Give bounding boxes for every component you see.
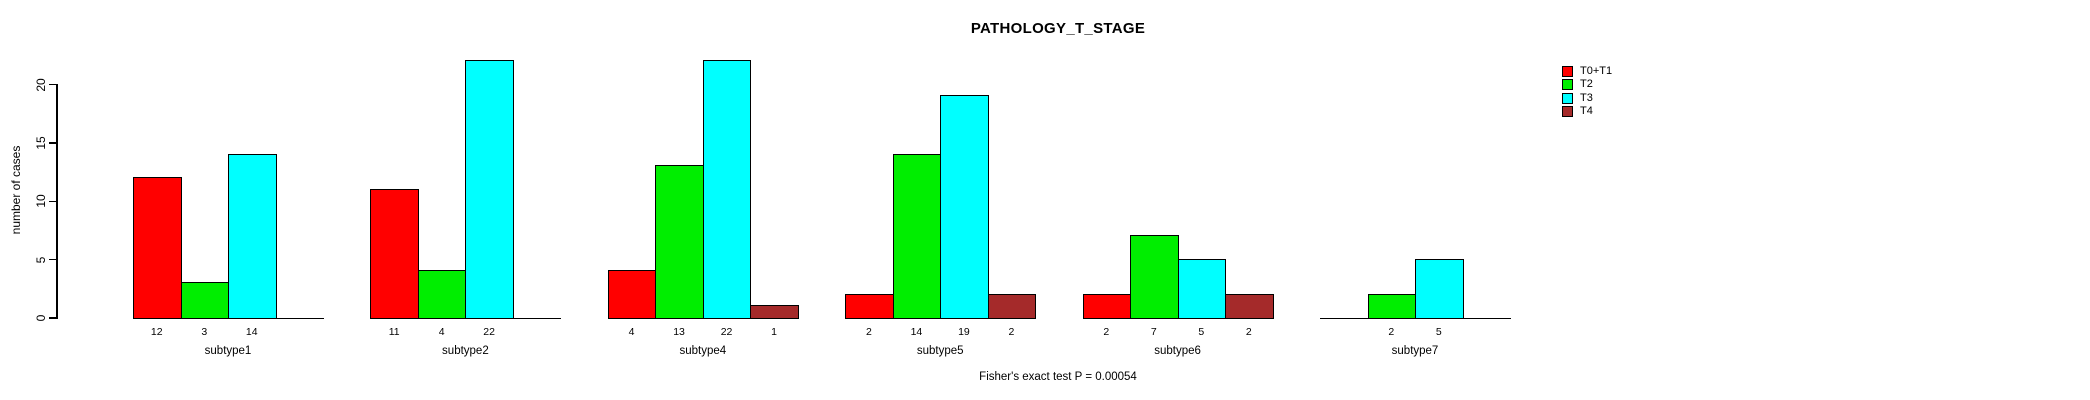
bar xyxy=(370,188,419,319)
y-tick-label: 20 xyxy=(34,78,48,92)
y-tick-label: 15 xyxy=(34,136,48,150)
legend-label: T4 xyxy=(1580,105,1593,118)
zero-bar-line xyxy=(1462,318,1511,319)
category-label: subtype4 xyxy=(679,345,727,357)
bar-value-label: 2 xyxy=(866,326,872,338)
legend-swatch-icon xyxy=(1562,66,1573,78)
y-tick-label: 0 xyxy=(34,314,48,322)
y-tick-mark xyxy=(49,200,57,203)
y-tick-label: 5 xyxy=(34,256,48,264)
bar-value-label: 4 xyxy=(438,326,445,338)
bar-value-label: 2 xyxy=(1245,326,1252,338)
legend-label: T2 xyxy=(1580,78,1593,91)
legend: T0+T1 T2 T3 T4 xyxy=(1562,65,1612,118)
bar xyxy=(655,165,704,319)
legend-item: T4 xyxy=(1562,105,1612,118)
bar-value-label: 13 xyxy=(673,326,685,338)
y-tick-mark xyxy=(49,83,57,86)
bar xyxy=(1177,258,1227,319)
bar xyxy=(1415,258,1464,319)
bar-value-label: 7 xyxy=(1150,326,1157,338)
bar-value-label: 2 xyxy=(1388,326,1395,338)
chart-title: PATHOLOGY_T_STAGE xyxy=(970,20,1146,37)
bar-value-label: 19 xyxy=(958,326,970,338)
zero-bar-line xyxy=(275,318,324,319)
bar xyxy=(1367,293,1416,319)
bar-value-label: 14 xyxy=(245,326,258,338)
bar xyxy=(750,305,799,319)
bar xyxy=(702,60,752,319)
caption-fishers-test: Fisher's exact test P = 0.00054 xyxy=(979,371,1137,383)
bar xyxy=(940,95,989,319)
bar-value-label: 22 xyxy=(720,326,733,338)
bar-value-label: 12 xyxy=(150,326,163,338)
legend-item: T0+T1 xyxy=(1562,65,1612,78)
bar xyxy=(892,153,942,319)
bar-value-label: 2 xyxy=(1008,326,1015,338)
zero-bar-line xyxy=(512,318,562,319)
bar xyxy=(180,282,229,319)
category-label: subtype5 xyxy=(916,345,964,357)
bar xyxy=(607,270,657,319)
bar xyxy=(845,293,894,319)
bar-value-label: 1 xyxy=(771,326,777,338)
y-tick-label: 10 xyxy=(34,194,48,209)
category-label: subtype2 xyxy=(442,345,489,357)
bar-value-label: 11 xyxy=(388,326,400,338)
bar xyxy=(417,270,467,319)
y-tick-mark xyxy=(49,258,57,261)
bar-value-label: 22 xyxy=(483,326,495,338)
bar xyxy=(465,60,514,319)
bar-value-label: 5 xyxy=(1198,326,1205,338)
bar xyxy=(228,153,277,319)
bar-value-label: 5 xyxy=(1435,326,1442,338)
category-label: subtype6 xyxy=(1154,345,1201,357)
legend-swatch-icon xyxy=(1562,79,1573,91)
bar-value-label: 4 xyxy=(628,326,635,338)
legend-label: T0+T1 xyxy=(1580,65,1613,78)
category-label: subtype1 xyxy=(204,345,252,357)
legend-item: T3 xyxy=(1562,92,1612,105)
zero-bar-line xyxy=(1320,318,1369,319)
y-tick-mark xyxy=(49,142,57,144)
y-axis-label: number of cases xyxy=(9,145,23,235)
category-label: subtype7 xyxy=(1391,345,1439,357)
legend-swatch-icon xyxy=(1562,92,1573,104)
bar xyxy=(987,293,1037,319)
bar xyxy=(1225,293,1274,319)
legend-label: T3 xyxy=(1580,91,1593,104)
legend-item: T2 xyxy=(1562,78,1612,91)
bar-value-label: 3 xyxy=(201,326,208,338)
y-tick-mark xyxy=(49,317,57,319)
bar xyxy=(133,177,182,319)
bar-value-label: 14 xyxy=(910,326,923,338)
bar-value-label: 2 xyxy=(1103,326,1110,338)
bar xyxy=(1130,235,1179,319)
bar xyxy=(1082,293,1132,319)
legend-swatch-icon xyxy=(1562,106,1573,118)
